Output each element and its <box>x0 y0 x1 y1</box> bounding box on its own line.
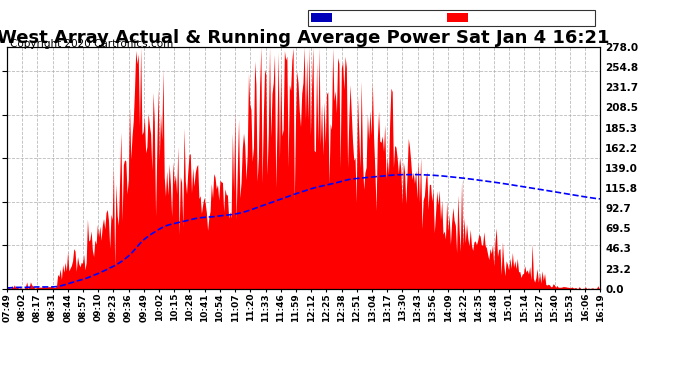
Text: Copyright 2020 Cartronics.com: Copyright 2020 Cartronics.com <box>10 39 174 50</box>
Legend: Average  (DC Watts), West Array  (DC Watts): Average (DC Watts), West Array (DC Watts… <box>308 10 595 26</box>
Title: West Array Actual & Running Average Power Sat Jan 4 16:21: West Array Actual & Running Average Powe… <box>0 29 610 47</box>
